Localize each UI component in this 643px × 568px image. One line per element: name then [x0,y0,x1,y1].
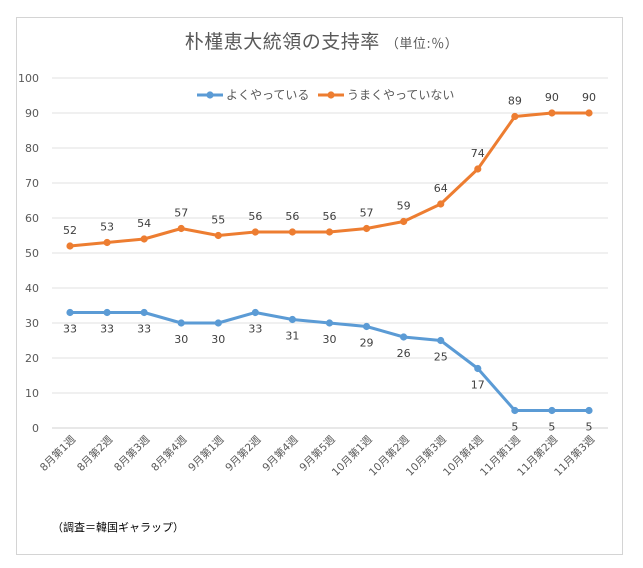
legend: よくやっている うまくやっていない [197,88,454,102]
y-tick-label: 40 [25,282,39,295]
chart-title: 朴槿恵大統領の支持率 （単位:％） [0,27,643,54]
data-point [103,308,111,317]
chart-title-unit: （単位:％） [385,37,459,52]
data-point [140,235,148,243]
data-point [548,109,556,117]
data-label: 33 [248,323,262,336]
data-point [400,217,408,226]
data-label: 74 [471,147,485,160]
data-point [437,200,445,208]
data-point [325,228,334,236]
data-point [511,406,519,415]
y-tick-label: 30 [25,317,39,330]
gridlines [52,77,608,429]
data-point [103,238,111,247]
x-tick-label: 9月第2週 [223,433,264,474]
data-label: 90 [582,91,596,104]
data-label: 25 [434,351,448,364]
data-label: 30 [323,333,337,346]
data-point [548,406,556,415]
data-point [214,231,222,240]
data-point [585,109,593,117]
y-tick-label: 20 [25,352,39,365]
data-point [288,315,297,324]
x-tick-label: 8月第1週 [37,433,78,474]
data-label: 54 [137,217,151,230]
data-point [288,228,297,236]
data-point [140,308,148,317]
series-lines [66,109,593,415]
data-label: 33 [100,323,114,336]
y-tick-label: 10 [25,387,39,400]
data-point [474,364,482,373]
legend-label-0: よくやっている [226,88,309,102]
data-label: 56 [323,210,337,223]
data-point [585,406,593,415]
data-point [437,336,445,345]
x-tick-label: 8月第2週 [74,433,115,474]
y-tick-label: 90 [25,107,39,120]
data-label: 57 [360,207,374,220]
y-tick-label: 60 [25,212,39,225]
y-tick-label: 80 [25,142,39,155]
data-point [66,242,74,250]
data-label: 29 [360,337,374,350]
x-tick-label: 8月第3週 [111,433,152,474]
data-label: 56 [285,210,299,223]
data-label: 57 [174,207,188,220]
data-label: 59 [397,200,411,213]
y-tick-label: 50 [25,247,39,260]
data-point [362,322,371,331]
data-label: 30 [174,333,188,346]
data-label: 5 [586,421,593,434]
data-label: 5 [548,421,555,434]
data-point [177,319,185,327]
data-label: 64 [434,182,448,195]
x-axis-ticks: 8月第1週8月第2週8月第3週8月第4週9月第1週9月第2週9月第4週9月第5週… [37,433,597,479]
data-point [214,319,222,327]
legend-label-1: うまくやっていない [347,88,454,102]
data-point [177,224,185,233]
data-label: 90 [545,91,559,104]
data-label: 89 [508,95,522,108]
data-label: 5 [511,421,518,434]
x-tick-label: 8月第4週 [148,433,189,474]
legend-marker-0 [206,91,214,99]
x-tick-label: 9月第4週 [260,433,301,474]
data-label: 53 [100,221,114,234]
y-tick-label: 100 [18,72,39,85]
chart-title-text: 朴槿恵大統領の支持率 [184,31,380,53]
data-point [362,224,371,233]
data-point [400,333,408,341]
data-point [474,165,482,173]
data-label: 55 [211,214,225,227]
data-point [511,112,519,121]
data-label: 56 [248,210,262,223]
source-note: （調査＝韓国ギャラップ） [52,521,184,534]
data-label: 33 [137,323,151,336]
x-tick-label: 9月第1週 [185,433,226,474]
y-axis-ticks: 0 10 20 30 40 50 60 70 80 90 100 [18,72,39,435]
data-label: 30 [211,333,225,346]
chart-frame [16,17,623,555]
data-point [325,319,334,327]
data-label: 17 [471,379,485,392]
y-tick-label: 70 [25,177,39,190]
data-point [251,228,259,236]
data-label: 31 [285,330,299,343]
data-label: 52 [63,224,77,237]
y-tick-label: 0 [32,422,39,435]
data-label: 33 [63,323,77,336]
data-point [66,308,74,317]
data-label: 26 [397,347,411,360]
data-point [251,308,259,317]
x-tick-label: 11月第3週 [551,433,597,479]
legend-marker-1 [327,91,335,99]
